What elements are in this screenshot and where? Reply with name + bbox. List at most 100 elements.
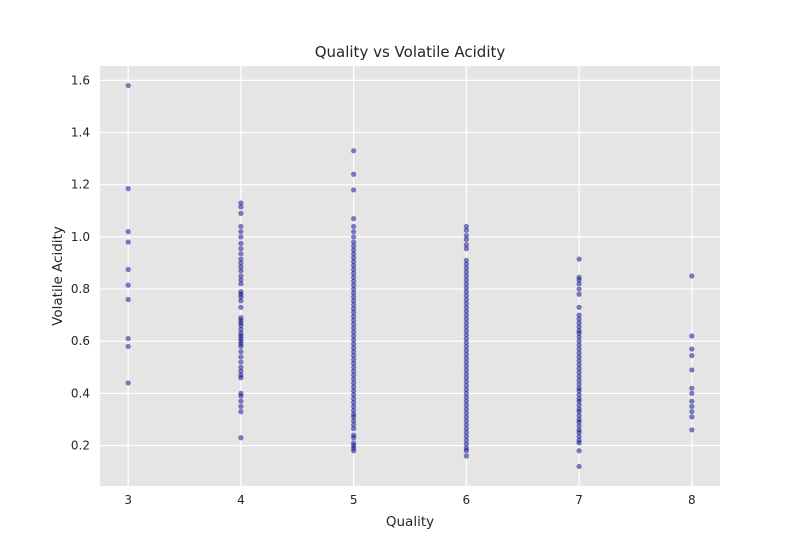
data-point — [463, 339, 469, 346]
data-point — [351, 399, 357, 406]
data-point — [463, 406, 469, 412]
data-point — [351, 325, 357, 331]
data-point — [351, 356, 357, 363]
data-point — [351, 309, 357, 316]
data-point — [351, 274, 357, 280]
data-point — [351, 376, 357, 382]
data-point — [463, 429, 469, 436]
data-point — [351, 247, 357, 253]
data-point — [351, 422, 357, 428]
data-point — [463, 437, 469, 443]
data-point — [463, 343, 469, 350]
data-point — [576, 256, 582, 262]
data-point — [238, 240, 244, 246]
data-point — [351, 278, 357, 284]
y-tick-label: 0.4 — [71, 386, 90, 400]
y-tick-label: 0.2 — [71, 439, 90, 453]
y-tick-label: 0.8 — [71, 282, 90, 296]
data-point — [576, 342, 582, 348]
data-point — [576, 316, 582, 322]
data-point — [463, 410, 469, 416]
data-point — [238, 268, 244, 274]
y-tick-label: 1.6 — [71, 73, 90, 87]
data-point — [576, 409, 582, 415]
data-point — [576, 330, 582, 336]
data-point — [576, 334, 582, 340]
x-tick-label: 7 — [575, 493, 583, 507]
data-point — [125, 343, 131, 350]
data-point — [351, 364, 357, 370]
data-point — [463, 236, 469, 243]
data-point — [689, 409, 695, 415]
data-point — [351, 251, 357, 257]
data-point — [463, 347, 469, 353]
data-point — [238, 354, 244, 360]
data-point — [576, 312, 582, 318]
data-point — [238, 264, 244, 270]
data-point — [576, 429, 582, 436]
data-point — [576, 358, 582, 364]
data-point — [576, 291, 582, 297]
chart-title: Quality vs Volatile Acidity — [315, 43, 506, 61]
data-point — [463, 265, 469, 271]
data-point — [576, 412, 582, 419]
data-point — [463, 273, 469, 279]
y-tick-label: 0.6 — [71, 334, 90, 348]
data-point — [351, 337, 357, 343]
data-point — [463, 433, 469, 440]
data-point — [351, 407, 357, 413]
data-point — [463, 277, 469, 283]
data-point — [463, 414, 469, 420]
data-point — [463, 296, 469, 303]
data-point — [351, 239, 357, 245]
data-point — [351, 282, 357, 288]
data-point — [238, 234, 244, 240]
data-point — [576, 440, 582, 446]
data-point — [238, 200, 244, 206]
data-point — [689, 390, 695, 396]
data-point — [463, 312, 469, 318]
data-point — [351, 286, 357, 292]
data-point — [463, 308, 469, 314]
data-point — [689, 346, 695, 352]
data-point — [463, 390, 469, 396]
data-point — [238, 204, 244, 210]
data-point — [351, 321, 357, 327]
data-point — [351, 388, 357, 394]
data-point — [576, 381, 582, 387]
data-point — [351, 294, 357, 300]
data-point — [238, 364, 244, 370]
data-point — [125, 336, 131, 342]
data-point — [576, 281, 582, 287]
data-point — [576, 419, 582, 425]
data-point — [125, 239, 131, 245]
data-point — [463, 289, 469, 295]
y-tick-labels: 0.2 0.4 0.6 0.8 1.0 1.2 1.4 1.6 — [71, 73, 90, 452]
data-point — [238, 260, 244, 266]
data-point — [576, 338, 582, 344]
data-point — [238, 298, 244, 304]
data-point — [576, 373, 582, 380]
data-point — [689, 367, 695, 373]
x-tick-label: 5 — [350, 493, 358, 507]
data-point — [463, 355, 469, 361]
data-point — [351, 403, 357, 410]
y-tick-label: 1.0 — [71, 230, 90, 244]
data-point — [351, 255, 357, 261]
data-point — [463, 232, 469, 239]
data-point — [463, 328, 469, 334]
data-point — [463, 246, 469, 252]
data-point — [351, 313, 357, 320]
data-point — [238, 281, 244, 287]
data-point — [576, 463, 582, 470]
data-point — [463, 300, 469, 306]
data-point — [576, 398, 582, 404]
data-point — [463, 320, 469, 326]
data-point — [689, 398, 695, 404]
data-point — [351, 345, 357, 351]
data-point — [463, 379, 469, 385]
data-point — [351, 171, 357, 177]
data-point — [576, 304, 582, 310]
data-point — [351, 435, 357, 441]
